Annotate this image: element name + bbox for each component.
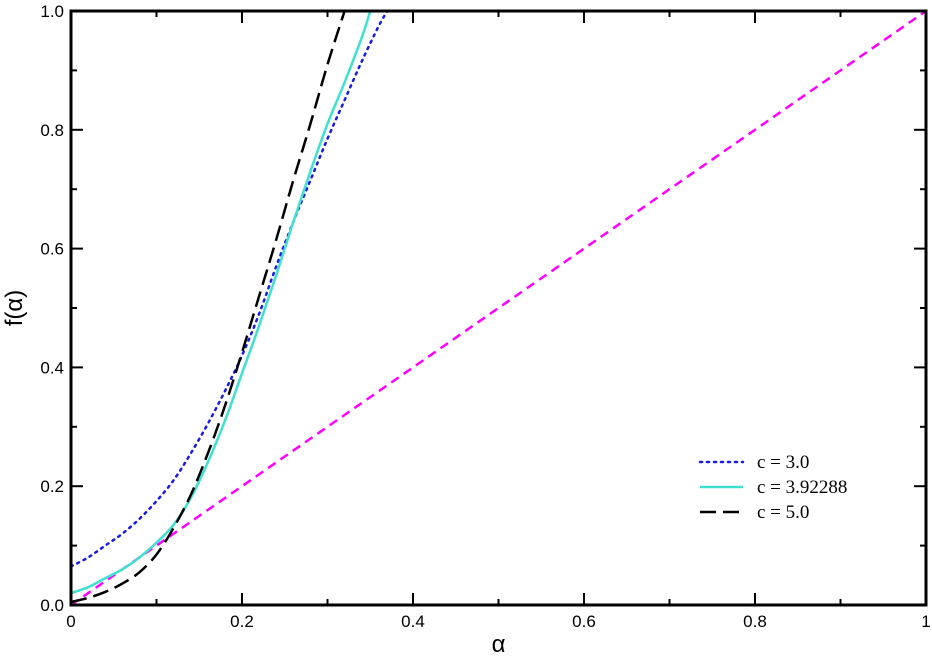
legend-entry: c = 3.92288 [700,477,847,498]
x-tick-label: 1 [921,612,930,631]
legend-entry: c = 5.0 [700,502,809,523]
x-tick-label: 0.8 [743,612,767,631]
plot-frame [69,9,928,607]
y-tick-label: 1.0 [40,2,64,21]
y-tick-label: 0.8 [40,121,64,140]
y-tick-label: 0.6 [40,240,64,259]
series-line-3 [70,9,927,607]
legend-entry: c = 3.0 [698,452,809,473]
series-line-1 [70,10,372,595]
series-line-0 [69,9,389,568]
x-tick-label: 0.6 [572,612,596,631]
y-tick-label: 0.4 [40,358,64,377]
series-line-2 [70,10,346,604]
y-tick-label: 0.2 [40,477,64,496]
x-tick-label: 0.4 [401,612,425,631]
x-tick-label: 0 [66,612,75,631]
legend: c = 3.0 c = 3.92288 c = 5.0 [698,452,847,523]
x-tick-label: 0.2 [230,612,254,631]
series-layer [69,9,927,607]
y-tick-label: 0.0 [40,596,64,615]
legend-label: c = 3.92288 [757,477,847,498]
legend-label: c = 5.0 [757,502,809,523]
legend-label: c = 3.0 [757,452,809,473]
x-axis-label: α [492,631,506,657]
y-axis-label: f(α) [1,290,28,327]
ticks-layer: 0 0.2 0.4 0.6 0.8 1 0.0 0.2 0.4 0.6 0.8 1.0 [40,2,930,631]
